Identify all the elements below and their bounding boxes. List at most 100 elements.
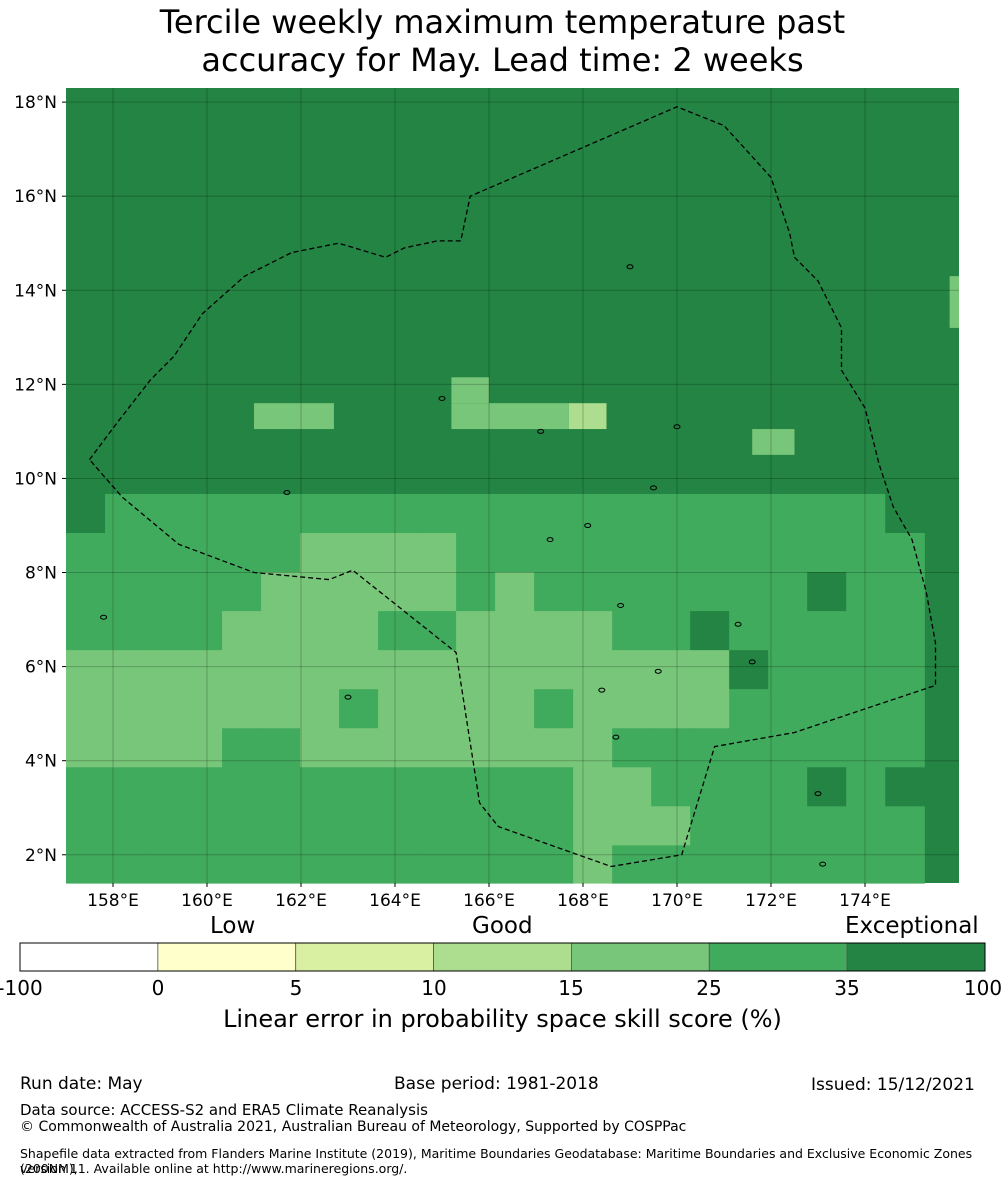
skill-cell: [807, 493, 847, 534]
skill-cell: [417, 767, 457, 807]
map-graticule: [66, 88, 959, 883]
skill-cell: [846, 806, 886, 846]
skill-cell: [807, 767, 847, 807]
skill-cell: [768, 689, 808, 729]
issued-date: Issued: 15/12/2021: [811, 1075, 975, 1095]
skill-cell: [495, 533, 535, 573]
skill-cell: [768, 728, 808, 768]
skill-cell: [456, 689, 496, 729]
skill-cell: [417, 650, 457, 690]
skill-cell: [729, 454, 769, 495]
skill-cell: [807, 533, 847, 573]
skill-cell: [144, 845, 184, 884]
colorbar-title: Linear error in probability space skill …: [223, 1005, 782, 1033]
skill-cell: [690, 845, 730, 884]
lon-tick-label: 168°E: [557, 891, 609, 911]
skill-cell: [573, 806, 613, 846]
lat-tick-label: 8°N: [25, 564, 57, 584]
skill-cell: [846, 454, 886, 495]
skill-cell: [378, 728, 418, 768]
skill-cell: [456, 728, 496, 768]
skill-cell: [534, 650, 574, 690]
skill-cell: [612, 533, 652, 573]
skill-patch-1: [451, 377, 489, 404]
skill-cell: [105, 611, 145, 651]
skill-cell: [105, 493, 145, 534]
colorbar-tick-35: 35: [834, 976, 860, 1000]
skill-cell: [222, 454, 262, 495]
colorbar-tick-5: 5: [289, 976, 303, 1000]
skill-cell: [495, 689, 535, 729]
skill-cell: [768, 611, 808, 651]
skill-cell: [534, 611, 574, 651]
skill-cell: [417, 533, 457, 573]
lon-tick-label: 172°E: [745, 891, 797, 911]
skill-cell: [885, 454, 925, 495]
skill-cell: [105, 572, 145, 612]
skill-cell: [885, 533, 925, 573]
colorbar-segment-1: [157, 942, 297, 972]
skill-cell: [417, 572, 457, 612]
skill-cell: [807, 728, 847, 768]
skill-cell: [651, 728, 691, 768]
skill-cell: [495, 454, 535, 495]
skill-cell: [300, 767, 340, 807]
island-outline: [546, 537, 554, 543]
skill-cell: [417, 728, 457, 768]
skill-cell: [612, 454, 652, 495]
skill-cell: [768, 572, 808, 612]
skill-cell: [300, 493, 340, 534]
colorbar-segment-0: [19, 942, 159, 972]
skill-cell: [261, 650, 301, 690]
skill-cell: [261, 806, 301, 846]
skill-cell: [222, 689, 262, 729]
skill-cell: [885, 728, 925, 768]
skill-cell: [378, 767, 418, 807]
skill-cell: [300, 845, 340, 884]
lat-tick-label: 18°N: [14, 93, 57, 113]
skill-cell: [573, 572, 613, 612]
skill-cell: [183, 611, 223, 651]
skill-cell: [885, 650, 925, 690]
skill-cell: [144, 493, 184, 534]
skill-cell: [807, 572, 847, 612]
colorbar-segment-5: [708, 942, 848, 972]
skill-cell: [456, 533, 496, 573]
skill-cell: [222, 611, 262, 651]
island-outline: [650, 485, 657, 491]
skill-cell: [66, 689, 106, 729]
skill-cell: [495, 767, 535, 807]
island-outline: [748, 659, 756, 665]
skill-cell: [612, 767, 652, 807]
lon-tick-label: 170°E: [651, 891, 703, 911]
skill-cell: [729, 533, 769, 573]
island-outline: [617, 602, 625, 608]
island-outline: [626, 264, 634, 270]
skill-cell: [144, 728, 184, 768]
skill-cell: [261, 611, 301, 651]
skill-cell: [339, 845, 379, 884]
skill-cell: [534, 493, 574, 534]
island-outline: [654, 668, 662, 674]
skill-cell: [456, 611, 496, 651]
skill-cell: [612, 493, 652, 534]
skill-cell: [300, 650, 340, 690]
skill-cell: [144, 572, 184, 612]
skill-cell: [573, 611, 613, 651]
island-outlines: [100, 264, 827, 867]
skill-cell: [495, 845, 535, 884]
skill-cell: [612, 728, 652, 768]
skill-cell: [846, 728, 886, 768]
lat-tick-label: 14°N: [14, 281, 57, 301]
map-title-line-1: Tercile weekly maximum temperature past: [159, 3, 846, 41]
skill-cell: [417, 689, 457, 729]
island-outline: [734, 621, 742, 627]
colorbar-tick-15: 15: [558, 976, 584, 1000]
skill-cell: [456, 767, 496, 807]
skill-cell: [222, 493, 262, 534]
skill-cell: [300, 728, 340, 768]
eez-boundary-line: [88, 106, 937, 868]
skill-cell: [378, 689, 418, 729]
skill-cell: [573, 650, 613, 690]
skill-cell: [573, 493, 613, 534]
